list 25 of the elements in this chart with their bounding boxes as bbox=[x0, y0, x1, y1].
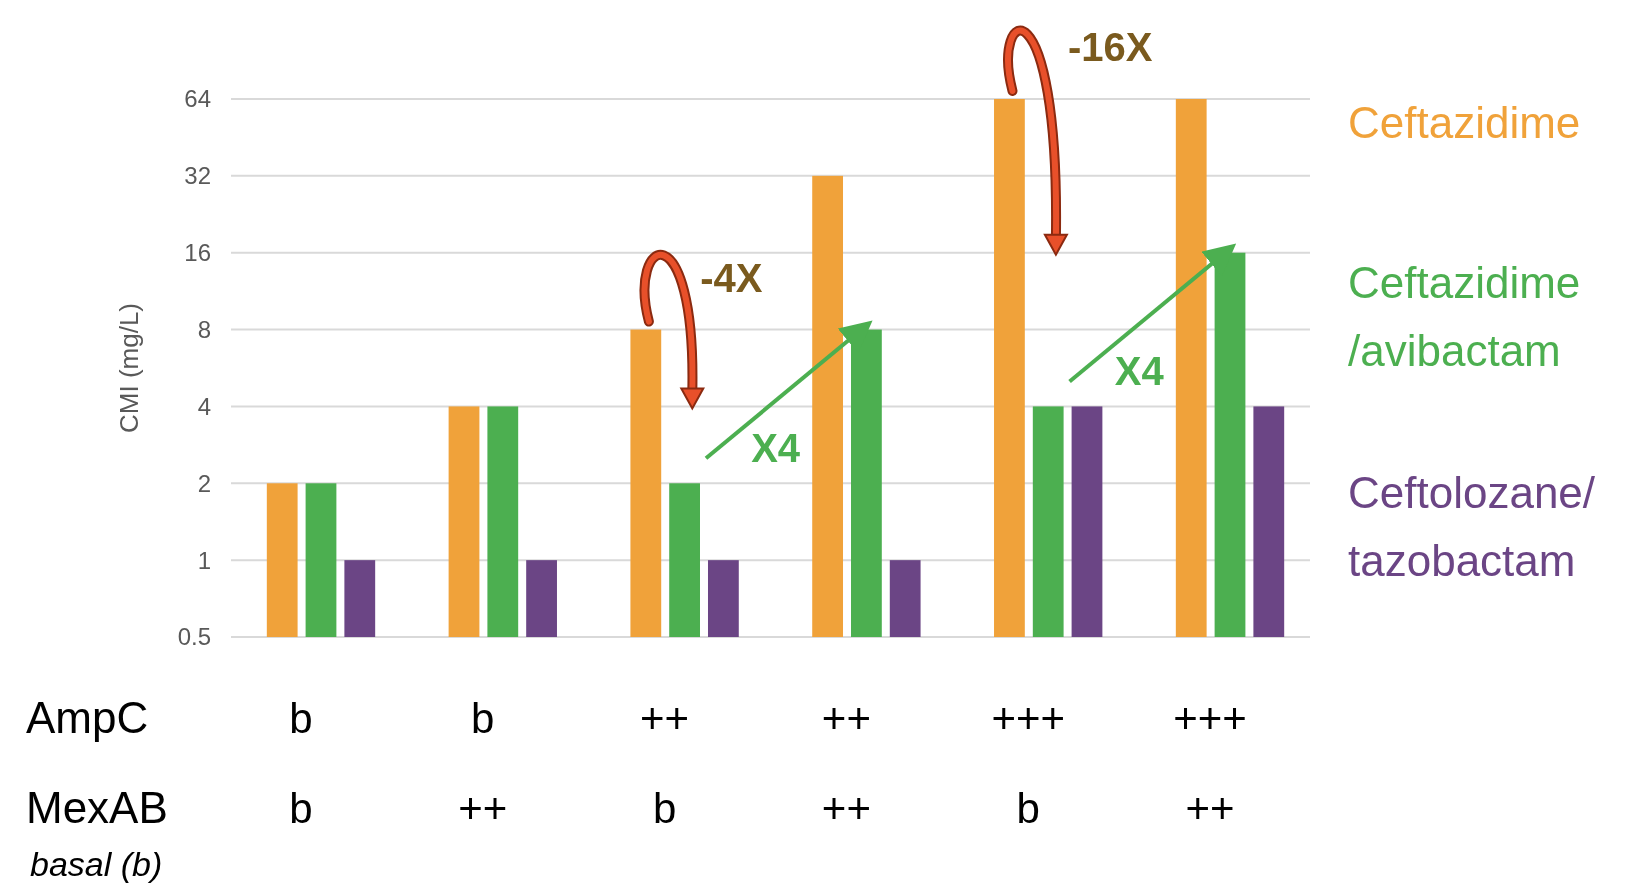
y-tick-label: 1 bbox=[197, 546, 211, 574]
y-tick-label: 16 bbox=[184, 239, 211, 267]
x-tick-label: b b bbox=[289, 694, 313, 832]
y-tick-label: 64 bbox=[184, 85, 211, 113]
series-label: Ceftolozane/ tazobactam bbox=[1348, 468, 1596, 585]
x-tick-label: +++ ++ bbox=[1173, 694, 1247, 832]
text: Ceftazidime bbox=[1348, 98, 1581, 147]
text: basal (b) bbox=[30, 845, 163, 883]
annotation: X4 bbox=[751, 425, 801, 470]
text: MexAB bbox=[26, 783, 168, 833]
x-tick-label: ++ b bbox=[640, 694, 690, 832]
x-tick-label: +++ b bbox=[991, 694, 1065, 832]
annotation: X4 bbox=[1114, 349, 1165, 394]
text: -16X bbox=[1067, 25, 1153, 69]
x-tick-label: ++ ++ bbox=[821, 694, 871, 832]
y-tick-label: 0.5 bbox=[177, 623, 211, 651]
text: AmpC bbox=[26, 693, 149, 743]
y-tick-label: 2 bbox=[197, 469, 211, 497]
y-tick-label: 32 bbox=[184, 162, 211, 190]
y-tick-label: 8 bbox=[197, 315, 211, 343]
annotation: -4X bbox=[700, 255, 763, 300]
y-tick-label: 4 bbox=[197, 392, 211, 420]
x-tick-label: b ++ bbox=[458, 694, 508, 832]
y-axis-title: CMI (mg/L) bbox=[114, 303, 144, 433]
text: Ceftazidime /avibactam bbox=[1348, 258, 1581, 375]
